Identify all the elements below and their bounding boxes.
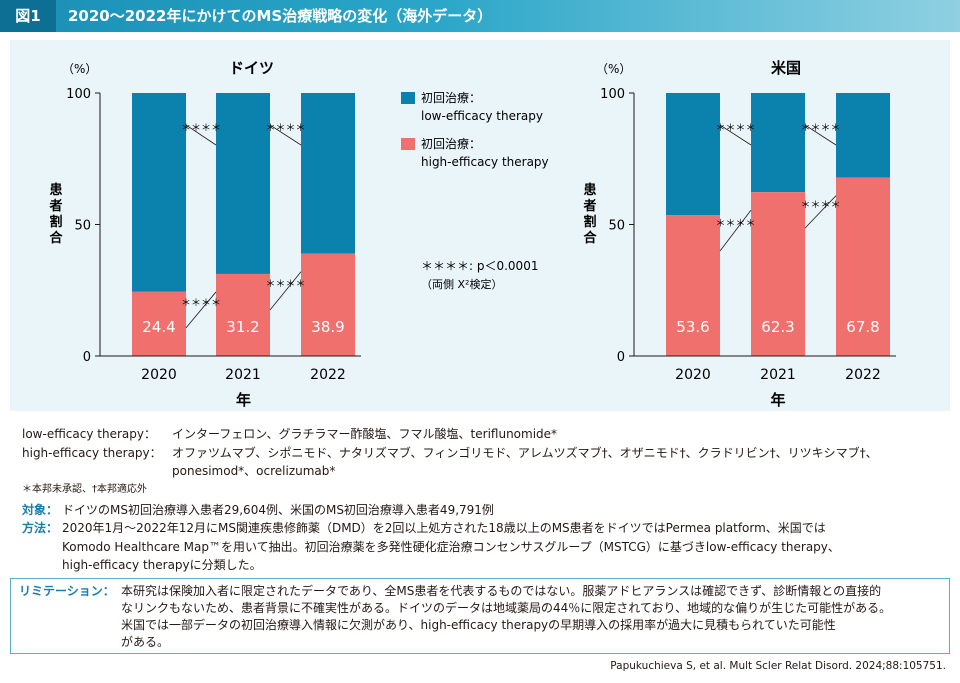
study-method-line-1: 2020年1月〜2022年12月にMS関連疾患修飾薬（DMD）を2回以上処方され… xyxy=(62,521,826,535)
chart-1-sig-mark-high: ＊＊＊＊ xyxy=(181,298,221,309)
chart-1-connector-high xyxy=(185,291,217,329)
significance-test: （両側 Χ²検定） xyxy=(421,277,502,291)
chart-1-value-label-2021: 31.2 xyxy=(226,318,259,336)
chart-1-bar-high-2020 xyxy=(132,291,186,356)
high-therapy-value-2: ponesimod*、ocrelizumab* xyxy=(172,464,336,478)
legend-swatch-high xyxy=(401,138,415,150)
chart-1-xtick-label: 2022 xyxy=(310,367,346,383)
chart-1-xtick-label: 2021 xyxy=(225,367,261,383)
chart-2-sig-mark-low: ＊＊＊＊ xyxy=(801,123,841,134)
chart-2-ylabel-char: 割 xyxy=(583,214,596,230)
chart-1-ytick-label: 0 xyxy=(83,350,91,365)
chart-2-value-label-2020: 53.6 xyxy=(676,318,709,336)
study-target-value: ドイツのMS初回治療導入患者29,604例、米国のMS初回治療導入患者49,79… xyxy=(62,503,494,517)
chart-2-ylabel-char: 患 xyxy=(583,182,596,198)
chart-1-ylabel-char: 割 xyxy=(49,214,62,230)
chart-2-connector-low xyxy=(804,124,837,146)
chart-2-connector-high xyxy=(804,195,837,229)
chart-2-unit-label: （%） xyxy=(596,62,631,76)
chart-1-bar-low-2021 xyxy=(216,93,270,274)
chart-2-sig-mark-high: ＊＊＊＊ xyxy=(801,200,841,211)
chart-1-connector-high xyxy=(269,271,302,311)
chart-1-sig-mark-low: ＊＊＊＊ xyxy=(181,123,221,134)
chart-2-bar-high-2022 xyxy=(836,177,890,356)
chart-2-connector-high xyxy=(719,209,752,252)
chart-2-value-label-2022: 67.8 xyxy=(846,318,879,336)
chart-1-ytick-label: 50 xyxy=(74,219,91,234)
chart-2-bar-high-2020 xyxy=(666,215,720,356)
limitation-line-4: がある。 xyxy=(121,635,170,649)
study-target-key: 対象： xyxy=(22,503,59,517)
chart-1-bar-high-2021 xyxy=(216,273,270,356)
chart-1-ylabel-char: 者 xyxy=(48,198,62,214)
chart-2-sig-mark-high: ＊＊＊＊ xyxy=(716,219,756,230)
figure-number: 図1 xyxy=(0,0,56,32)
high-therapy-value-1: オファツムマブ、シポニモド、ナタリズマブ、フィンゴリモド、アレムツズマブ†、オザ… xyxy=(172,446,878,460)
limitation-line-2: なリンクもないため、患者背景に不確実性がある。ドイツのデータは地域薬局の44％に… xyxy=(121,601,892,615)
study-method-line-3: high-efficacy therapyに分類した。 xyxy=(62,558,262,572)
chart-2-bar-low-2021 xyxy=(751,93,805,193)
chart-1-bar-low-2022 xyxy=(301,93,355,254)
low-therapy-value: インターフェロン、グラチラマー酢酸塩、フマル酸塩、teriflunomide* xyxy=(172,427,558,441)
chart-1-sig-mark-low: ＊＊＊＊ xyxy=(266,123,306,134)
chart-2-connector-low xyxy=(719,124,752,146)
chart-1-xlabel: 年 xyxy=(236,391,251,409)
chart-1-connector-low xyxy=(185,124,217,146)
chart-2-bar-low-2022 xyxy=(836,93,890,178)
legend-low-line2: low-efficacy therapy xyxy=(421,109,543,123)
figure-header xyxy=(0,0,960,32)
figure-title: 2020〜2022年にかけてのMS治療戦略の変化（海外データ） xyxy=(68,7,493,25)
study-method-line-2: Komodo Healthcare Map™を用いて抽出。初回治療薬を多発性硬化… xyxy=(62,540,840,554)
chart-1-unit-label: （%） xyxy=(62,62,97,76)
chart-2-ytick-label: 0 xyxy=(617,350,625,365)
legend-swatch-low xyxy=(401,92,415,104)
chart-1-ytick-label: 100 xyxy=(66,87,91,102)
limitation-line-1: 本研究は保険加入者に限定されたデータであり、全MS患者を代表するものではない。服… xyxy=(121,584,882,598)
chart-1-ylabel-char: 患 xyxy=(49,182,62,198)
chart-1-bar-low-2020 xyxy=(132,93,186,292)
therapy-footnote: ＊本邦未承認、†本邦適応外 xyxy=(22,484,147,495)
chart-2-sig-mark-low: ＊＊＊＊ xyxy=(716,123,756,134)
chart-2-xtick-label: 2021 xyxy=(760,367,796,383)
high-therapy-key: high-efficacy therapy： xyxy=(22,446,162,460)
chart-1-sig-mark-high: ＊＊＊＊ xyxy=(266,279,306,290)
limitation-line-3: 米国では一部データの初回治療導入情報に欠測があり、high-efficacy t… xyxy=(121,618,836,632)
chart-1-ylabel-char: 合 xyxy=(49,230,63,246)
citation: Papukuchieva S, et al. Mult Scler Relat … xyxy=(610,660,946,672)
chart-1-value-label-2020: 24.4 xyxy=(142,318,175,336)
low-therapy-key: low-efficacy therapy： xyxy=(22,427,156,441)
limitation-box: リミテーション： 本研究は保険加入者に限定されたデータであり、全MS患者を代表す… xyxy=(10,578,950,654)
legend-low-line1: 初回治療： xyxy=(421,91,481,105)
chart-1-title: ドイツ xyxy=(229,59,274,77)
chart-1-xtick-label: 2020 xyxy=(141,367,177,383)
chart-1-connector-low xyxy=(269,124,302,146)
chart-2-value-label-2021: 62.3 xyxy=(761,318,794,336)
legend-high-line1: 初回治療： xyxy=(421,137,481,151)
significance-note: ＊＊＊＊: p＜0.0001 xyxy=(421,259,538,273)
chart-1-value-label-2022: 38.9 xyxy=(311,318,344,336)
charts-svg: 初回治療： low-efficacy therapy 初回治療： high-ef… xyxy=(48,59,896,409)
chart-2-xlabel: 年 xyxy=(770,391,785,409)
chart-2-title: 米国 xyxy=(771,59,801,77)
chart-2-bar-low-2020 xyxy=(666,93,720,216)
chart-2-ytick-label: 100 xyxy=(600,87,625,102)
chart-2-ylabel-char: 合 xyxy=(583,230,597,246)
chart-2-ytick-label: 50 xyxy=(608,219,625,234)
legend-high-line2: high-efficacy therapy xyxy=(421,155,549,169)
limitation-key: リミテーション： xyxy=(19,584,115,598)
chart-2-xtick-label: 2020 xyxy=(675,367,711,383)
chart-2-xtick-label: 2022 xyxy=(845,367,881,383)
chart-2-ylabel-char: 者 xyxy=(582,198,596,214)
chart-2-bar-high-2021 xyxy=(751,192,805,356)
chart-1-bar-high-2022 xyxy=(301,253,355,356)
study-method-key: 方法： xyxy=(22,521,59,535)
